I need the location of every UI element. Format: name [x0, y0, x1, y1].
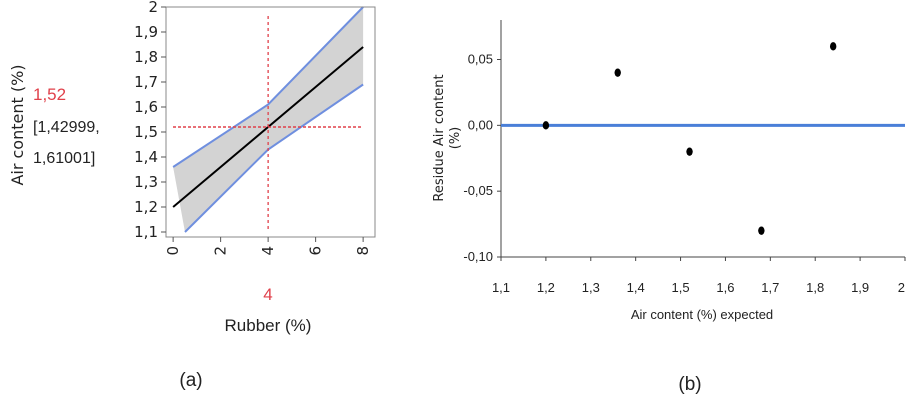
y-axis-title-b-line1: Residue Air content: [432, 74, 447, 201]
x-axis-ticks-a: 0 2 4 6 8: [164, 237, 372, 256]
x-tick-label-b: 1,1: [492, 280, 510, 295]
y-tick-label-b: -0,05: [463, 183, 493, 198]
residual-point: [614, 68, 621, 77]
y-readout-value: 1,52: [33, 85, 66, 104]
y-tick-label-b: -0,10: [463, 249, 493, 264]
x-axis-title-b: Air content (%) expected: [631, 307, 773, 322]
x-tick-label-a: 8: [354, 246, 372, 256]
residual-point: [686, 147, 693, 156]
panel-label-a: (a): [179, 370, 202, 391]
y-axis-title-a: Air content (%): [8, 64, 27, 185]
x-tick-label-b: 1,8: [806, 280, 824, 295]
panel-a: 1,1 1,2 1,3 1,4 1,5 1,6 1,7 1,8 1,9 2 0 2 4 6 8 Air c…: [8, 0, 376, 391]
y-tick-label-a: 1,2: [134, 198, 158, 216]
x-axis-title-a: Rubber (%): [225, 316, 312, 335]
plot-a-frame: [165, 6, 376, 238]
y-tick-label-a: 1,6: [134, 98, 158, 116]
y-tick-label-a: 1,8: [134, 48, 158, 66]
y-tick-label-a: 1,7: [134, 73, 158, 91]
x-tick-label-b: 1,7: [761, 280, 779, 295]
residual-points: [542, 42, 837, 235]
residual-point: [829, 42, 837, 51]
x-tick-label-b: 1,4: [627, 280, 645, 295]
y-tick-label-b: 0,00: [468, 117, 493, 132]
x-tick-label-b: 1,2: [537, 280, 555, 295]
y-tick-label-a: 2: [148, 0, 158, 16]
x-tick-label-b: 2: [898, 280, 905, 295]
y-axis-title-b-line2: (%): [448, 127, 463, 150]
x-tick-label-a: 2: [212, 246, 230, 256]
x-tick-label-b: 1,6: [716, 280, 734, 295]
upper-confidence-line: [172, 6, 364, 168]
panel-label-b: (b): [678, 374, 701, 395]
y-tick-label-a: 1,9: [134, 23, 158, 41]
y-tick-label-a: 1,3: [134, 173, 158, 191]
x-tick-label-b: 1,9: [851, 280, 869, 295]
x-readout-value: 4: [263, 285, 272, 304]
y-tick-label-b: 0,05: [468, 52, 493, 67]
residual-point: [758, 226, 765, 235]
y-tick-label-a: 1,1: [134, 223, 158, 241]
y-tick-label-a: 1,5: [134, 123, 158, 141]
x-tick-label-a: 0: [164, 246, 182, 256]
panel-b: 0,05 0,00 -0,05 -0,10 1,1 1,2 1,3 1,4 1,5 1,6 1,7…: [432, 20, 906, 395]
residual-point: [542, 121, 550, 130]
x-tick-label-b: 1,5: [672, 280, 690, 295]
x-tick-label-b: 1,3: [582, 280, 600, 295]
x-tick-label-a: 6: [307, 246, 325, 256]
y-readout-interval-low: [1,42999,: [33, 119, 100, 136]
y-axis-ticks-b: 0,05 0,00 -0,05 -0,10: [463, 52, 501, 264]
x-tick-label-a: 4: [259, 246, 277, 256]
y-tick-label-a: 1,4: [134, 148, 158, 166]
y-axis-ticks-a: 1,1 1,2 1,3 1,4 1,5 1,6 1,7 1,8 1,9 2: [134, 0, 166, 241]
x-axis-ticks-b: 1,1 1,2 1,3 1,4 1,5 1,6 1,7 1,8 1,9 2: [492, 257, 906, 295]
y-readout-interval-high: 1,61001]: [33, 150, 95, 167]
